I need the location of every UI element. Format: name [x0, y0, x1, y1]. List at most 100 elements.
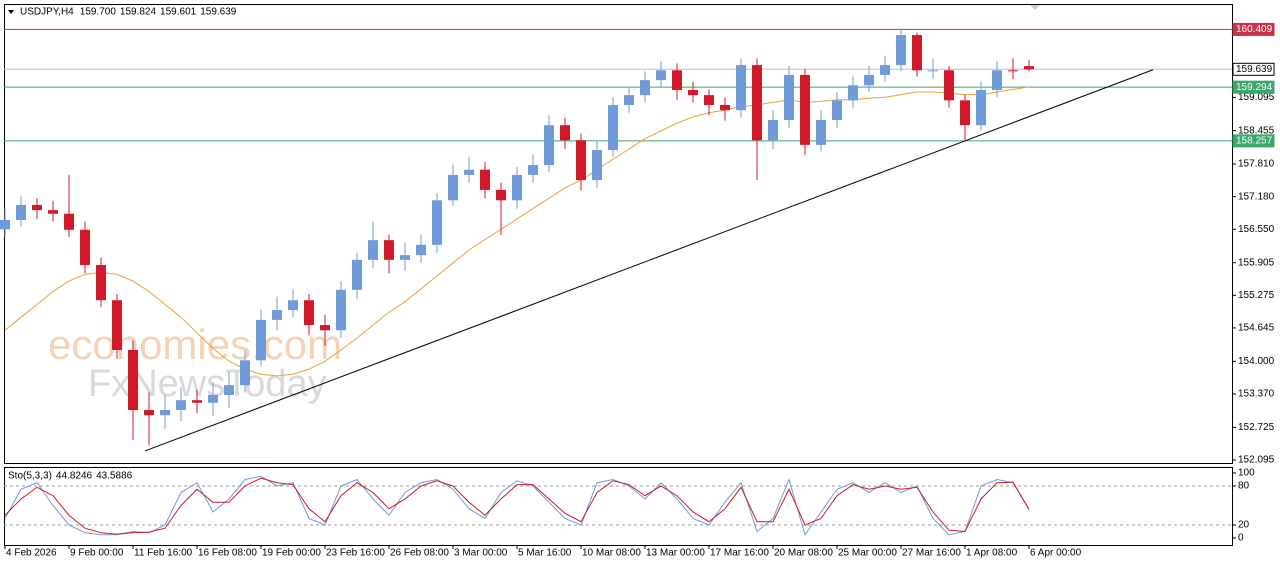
x-tick-label: 16 Feb 08:00 [198, 548, 257, 559]
y-tick-label: 157.810 [1238, 159, 1275, 170]
candle-body [160, 410, 170, 416]
shift-marker [1030, 5, 1040, 10]
quote-value: 159.601 [160, 7, 197, 18]
x-tick-label: 17 Mar 16:00 [710, 548, 769, 559]
candle-body [656, 70, 666, 81]
candle-body [992, 70, 1002, 90]
candle-body [288, 300, 298, 311]
candle-body [816, 120, 826, 145]
x-tick-label: 6 Apr 00:00 [1030, 548, 1082, 559]
x-tick-label: 25 Mar 00:00 [838, 548, 897, 559]
candle-body [80, 229, 90, 266]
candle-body [608, 104, 618, 151]
trendline [144, 69, 1154, 452]
candle-body [128, 349, 138, 411]
candle-body [704, 95, 714, 105]
candle-body [48, 210, 58, 214]
quote-value: 159.639 [200, 7, 237, 18]
level-label-box [1232, 62, 1275, 76]
y-tick-label: 152.725 [1238, 422, 1275, 433]
candle-body [208, 395, 218, 403]
candle-body [768, 120, 778, 141]
candle-body [544, 125, 554, 166]
y-tick-label: 157.180 [1238, 191, 1275, 202]
quote-value: 159.824 [120, 7, 157, 18]
candle-body [32, 204, 42, 211]
y-tick-label: 153.370 [1238, 389, 1275, 400]
x-tick-label: 4 Feb 2026 [6, 548, 57, 559]
candle-body [176, 400, 186, 411]
candle-body [672, 70, 682, 90]
level-label: 159.639 [1236, 64, 1273, 75]
candle-body [144, 410, 154, 416]
candle-body [1024, 66, 1034, 70]
candle-body [352, 259, 362, 290]
stoch-line [4, 477, 1030, 535]
candle-body [880, 65, 890, 75]
candle-body [432, 200, 442, 245]
candle-body [368, 240, 378, 260]
level-label-box [1232, 80, 1275, 94]
candle-body [320, 325, 330, 331]
y-tick-label: 155.275 [1238, 290, 1275, 301]
y-tick-label: 0 [1238, 533, 1244, 544]
candle-body [16, 204, 26, 220]
y-tick-label: 154.000 [1238, 356, 1275, 367]
x-tick-label: 23 Feb 16:00 [326, 548, 385, 559]
candle-body [576, 140, 586, 181]
candle-body [64, 213, 74, 230]
main-panel [4, 4, 1233, 464]
x-tick-label: 20 Mar 08:00 [774, 548, 833, 559]
x-tick-label: 1 Apr 08:00 [966, 548, 1018, 559]
candle-body [848, 85, 858, 101]
menu-arrow [8, 10, 14, 14]
candle-body [192, 400, 202, 403]
candle-body [256, 319, 266, 361]
candle-body [448, 174, 458, 201]
y-tick-label: 155.905 [1238, 257, 1275, 268]
candle-body [464, 169, 474, 175]
candle-body [528, 165, 538, 175]
x-tick-label: 19 Feb 00:00 [262, 548, 321, 559]
watermark: economies.com FxNewsToday [48, 321, 342, 405]
stoch-title: Sto(5,3,3) [8, 471, 52, 482]
candle-body [560, 125, 570, 141]
watermark-text: economies.com [48, 321, 342, 368]
candle-body [592, 150, 602, 181]
candle-body [896, 35, 906, 66]
candle-body [800, 74, 810, 145]
candle-body [752, 65, 762, 141]
candle-body [400, 255, 410, 260]
candle-body [624, 95, 634, 105]
candle-body [112, 300, 122, 350]
candle-body [784, 74, 794, 121]
candle-body [960, 100, 970, 126]
symbol-title: USDJPY,H4 [20, 7, 74, 18]
stoch-panel [4, 467, 1233, 546]
candle-body [832, 100, 842, 121]
candle-body [864, 74, 874, 86]
candle-body [976, 89, 986, 126]
x-tick-label: 11 Feb 16:00 [134, 548, 193, 559]
x-tick-label: 13 Mar 00:00 [646, 548, 705, 559]
x-tick-label: 3 Mar 00:00 [454, 548, 508, 559]
candle-body [928, 70, 938, 72]
candle-body [0, 219, 10, 230]
candle-body [416, 244, 426, 256]
quote-value: 159.700 [80, 7, 117, 18]
candle-body [96, 265, 106, 301]
y-tick-label: 154.645 [1238, 323, 1275, 334]
y-tick-label: 152.095 [1238, 455, 1275, 466]
x-tick-label: 9 Feb 00:00 [70, 548, 124, 559]
stoch-value: 43.5886 [96, 471, 133, 482]
candle-body [384, 240, 394, 260]
level-label: 160.409 [1236, 24, 1273, 35]
x-tick-label: 10 Mar 08:00 [582, 548, 641, 559]
candle-body [688, 89, 698, 96]
level-label-box [1232, 134, 1275, 148]
y-tick-label: 156.550 [1238, 224, 1275, 235]
y-tick-label: 20 [1238, 520, 1250, 531]
level-label: 159.294 [1236, 82, 1273, 93]
y-tick-label: 80 [1238, 481, 1250, 492]
